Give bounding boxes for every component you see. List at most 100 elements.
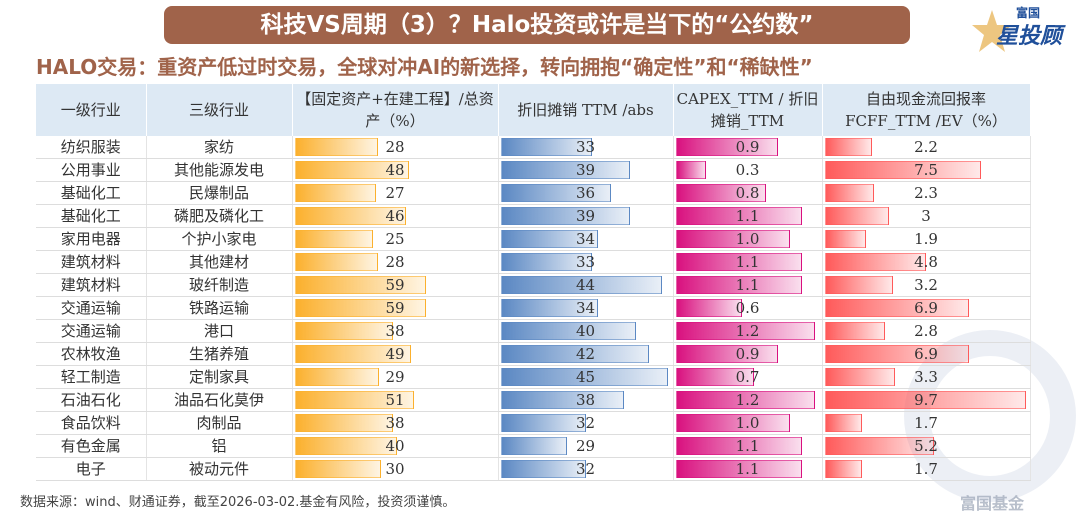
level1-industry: 交通运输 bbox=[36, 296, 147, 320]
table-row: 建筑材料 玻纤制造 59 44 1.1 3.2 bbox=[36, 273, 1031, 297]
col-header: 三级行业 bbox=[146, 84, 293, 136]
fixed-asset-ratio-bar bbox=[294, 414, 394, 432]
fixed-asset-ratio-bar bbox=[294, 460, 381, 478]
depreciation-cell: 42 bbox=[498, 342, 674, 366]
fixed-asset-ratio-cell: 49 bbox=[292, 342, 499, 366]
fixed-asset-ratio-cell: 38 bbox=[292, 411, 499, 435]
capex-ratio-bar bbox=[675, 414, 791, 432]
level3-industry: 玻纤制造 bbox=[146, 273, 293, 297]
capex-ratio-bar bbox=[675, 161, 706, 179]
fixed-asset-ratio-bar bbox=[294, 184, 377, 202]
fixed-asset-ratio-bar bbox=[294, 230, 373, 248]
depreciation-bar bbox=[500, 460, 586, 478]
fixed-asset-ratio-value: 46 bbox=[385, 207, 405, 225]
level3-industry: 其他能源发电 bbox=[146, 158, 293, 182]
capex-ratio-cell: 0.6 bbox=[673, 296, 823, 320]
fcf-yield-cell: 2.2 bbox=[822, 136, 1031, 159]
fixed-asset-ratio-cell: 40 bbox=[292, 434, 499, 458]
capex-ratio-bar bbox=[675, 437, 803, 455]
fcf-yield-value: 2.8 bbox=[914, 322, 938, 340]
table-row: 轻工制造 定制家具 29 45 0.7 3.3 bbox=[36, 365, 1031, 389]
level1-industry: 基础化工 bbox=[36, 181, 147, 205]
depreciation-cell: 32 bbox=[498, 457, 674, 481]
level1-industry: 纺织服装 bbox=[36, 136, 147, 159]
level3-industry: 民爆制品 bbox=[146, 181, 293, 205]
depreciation-cell: 44 bbox=[498, 273, 674, 297]
capex-ratio-cell: 1.0 bbox=[673, 411, 823, 435]
fcf-yield-cell: 1.7 bbox=[822, 457, 1031, 481]
fixed-asset-ratio-bar bbox=[294, 207, 406, 225]
col-header: 自由现金流回报率 FCFF_TTM /EV（%） bbox=[822, 84, 1031, 136]
fcf-yield-bar bbox=[824, 207, 889, 225]
fcf-yield-value: 7.5 bbox=[914, 161, 938, 179]
depreciation-bar bbox=[500, 276, 662, 294]
fcf-yield-cell: 6.9 bbox=[822, 342, 1031, 366]
fcf-yield-cell: 6.9 bbox=[822, 296, 1031, 320]
depreciation-bar bbox=[500, 322, 637, 340]
fixed-asset-ratio-cell: 38 bbox=[292, 319, 499, 343]
col-header: 一级行业 bbox=[36, 84, 147, 136]
source-note: 数据来源：wind、财通证券，截至2026-03-02.基金有风险，投资须谨慎。 bbox=[20, 495, 456, 510]
fixed-asset-ratio-value: 40 bbox=[385, 437, 405, 455]
depreciation-cell: 33 bbox=[498, 250, 674, 274]
level3-industry: 港口 bbox=[146, 319, 293, 343]
depreciation-bar bbox=[500, 230, 599, 248]
fixed-asset-ratio-cell: 27 bbox=[292, 181, 499, 205]
logo-line1: 富国 bbox=[1016, 6, 1041, 20]
level3-industry: 生猪养殖 bbox=[146, 342, 293, 366]
fixed-asset-ratio-bar bbox=[294, 322, 394, 340]
depreciation-value: 40 bbox=[575, 322, 596, 340]
depreciation-bar bbox=[500, 161, 630, 179]
table-row: 基础化工 民爆制品 27 36 0.8 2.3 bbox=[36, 181, 1031, 205]
depreciation-cell: 38 bbox=[498, 388, 674, 412]
fixed-asset-ratio-bar bbox=[294, 138, 378, 156]
subtitle: HALO交易：重资产低过时交易，全球对冲AI的新选择，转向拥抱“确定性”和“稀缺… bbox=[36, 55, 813, 79]
fixed-asset-ratio-value: 28 bbox=[385, 138, 405, 156]
level3-industry: 定制家具 bbox=[146, 365, 293, 389]
capex-ratio-cell: 0.3 bbox=[673, 158, 823, 182]
capex-ratio-cell: 1.2 bbox=[673, 388, 823, 412]
fcf-yield-value: 1.7 bbox=[914, 414, 938, 432]
fcf-yield-value: 4.8 bbox=[914, 253, 938, 271]
fixed-asset-ratio-value: 38 bbox=[385, 414, 405, 432]
fcf-yield-bar bbox=[824, 230, 867, 248]
depreciation-value: 34 bbox=[575, 230, 596, 248]
fcf-yield-bar bbox=[824, 276, 893, 294]
level1-industry: 食品饮料 bbox=[36, 411, 147, 435]
level3-industry: 铝 bbox=[146, 434, 293, 458]
capex-ratio-value: 0.7 bbox=[735, 368, 760, 386]
fixed-asset-ratio-bar bbox=[294, 345, 411, 363]
depreciation-cell: 29 bbox=[498, 434, 674, 458]
fixed-asset-ratio-value: 30 bbox=[385, 460, 405, 478]
depreciation-value: 45 bbox=[575, 368, 596, 386]
fcf-yield-bar bbox=[824, 322, 885, 340]
depreciation-value: 33 bbox=[575, 138, 596, 156]
capex-ratio-value: 1.1 bbox=[735, 437, 760, 455]
depreciation-value: 39 bbox=[575, 207, 596, 225]
depreciation-bar bbox=[500, 391, 624, 409]
brand-logo: 富国 星投顾 bbox=[972, 2, 1072, 58]
capex-ratio-bar bbox=[675, 138, 779, 156]
depreciation-value: 29 bbox=[575, 437, 596, 455]
col-header: 【固定资产+在建工程】/总资产（%） bbox=[292, 84, 499, 136]
depreciation-value: 38 bbox=[575, 391, 596, 409]
fixed-asset-ratio-cell: 59 bbox=[292, 273, 499, 297]
capex-ratio-value: 0.9 bbox=[735, 138, 760, 156]
fcf-yield-bar bbox=[824, 391, 1027, 409]
capex-ratio-cell: 0.9 bbox=[673, 342, 823, 366]
capex-ratio-value: 0.8 bbox=[735, 184, 760, 202]
depreciation-value: 32 bbox=[575, 414, 596, 432]
capex-ratio-cell: 1.1 bbox=[673, 457, 823, 481]
depreciation-value: 34 bbox=[575, 299, 596, 317]
level1-industry: 电子 bbox=[36, 457, 147, 481]
capex-ratio-cell: 0.9 bbox=[673, 136, 823, 159]
table-row: 有色金属铝 40 29 1.1 5.2 bbox=[36, 434, 1031, 458]
fixed-asset-ratio-cell: 25 bbox=[292, 227, 499, 251]
fcf-yield-value: 9.7 bbox=[914, 391, 938, 409]
fcf-yield-bar bbox=[824, 161, 982, 179]
table-row: 家用电器 个护小家电 25 34 1.0 1.9 bbox=[36, 227, 1031, 251]
capex-ratio-cell: 1.1 bbox=[673, 434, 823, 458]
level1-industry: 建筑材料 bbox=[36, 273, 147, 297]
fixed-asset-ratio-bar bbox=[294, 437, 397, 455]
fcf-yield-value: 3.2 bbox=[914, 276, 938, 294]
